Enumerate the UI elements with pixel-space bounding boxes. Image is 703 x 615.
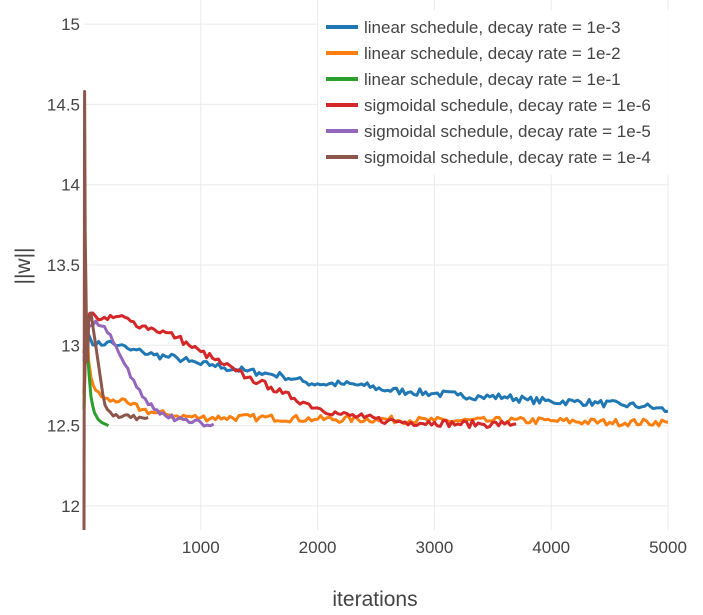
- x-tick-label: 5000: [649, 538, 687, 557]
- y-tick-label: 13.5: [47, 256, 80, 275]
- x-tick-label: 1000: [182, 538, 220, 557]
- legend-background: [318, 10, 670, 175]
- series-line-1: [82, 311, 669, 428]
- y-tick-label: 12: [61, 497, 80, 516]
- y-tick-label: 13: [61, 336, 80, 355]
- legend-label: sigmoidal schedule, decay rate = 1e-4: [364, 148, 651, 167]
- legend-item[interactable]: linear schedule, decay rate = 1e-3: [326, 18, 621, 37]
- series-line-5: [82, 90, 149, 531]
- series-line-3: [82, 311, 517, 429]
- y-tick-label: 15: [61, 15, 80, 34]
- legend-label: sigmoidal schedule, decay rate = 1e-6: [364, 96, 651, 115]
- x-tick-label: 4000: [532, 538, 570, 557]
- legend-item[interactable]: linear schedule, decay rate = 1e-2: [326, 44, 621, 63]
- legend-label: linear schedule, decay rate = 1e-1: [364, 70, 621, 89]
- legend-label: linear schedule, decay rate = 1e-2: [364, 44, 621, 63]
- y-tick-label: 12.5: [47, 417, 80, 436]
- y-axis-ticks: 12 12.5 13 13.5 14 14.5 15: [47, 15, 80, 516]
- legend-item[interactable]: linear schedule, decay rate = 1e-1: [326, 70, 621, 89]
- legend[interactable]: linear schedule, decay rate = 1e-3 linear…: [318, 10, 670, 175]
- legend-item[interactable]: sigmoidal schedule, decay rate = 1e-5: [326, 122, 651, 141]
- series-line-4: [82, 319, 215, 428]
- y-tick-label: 14.5: [47, 95, 80, 114]
- x-axis-title: iterations: [332, 588, 417, 611]
- x-tick-label: 3000: [415, 538, 453, 557]
- series-line-0: [82, 327, 669, 413]
- series-lines: [82, 90, 669, 531]
- y-tick-label: 14: [61, 176, 80, 195]
- y-axis-title: ||w||: [12, 248, 35, 285]
- legend-item[interactable]: sigmoidal schedule, decay rate = 1e-6: [326, 96, 651, 115]
- x-tick-label: 2000: [299, 538, 337, 557]
- legend-label: linear schedule, decay rate = 1e-3: [364, 18, 621, 37]
- legend-label: sigmoidal schedule, decay rate = 1e-5: [364, 122, 651, 141]
- legend-item[interactable]: sigmoidal schedule, decay rate = 1e-4: [326, 148, 651, 167]
- x-axis-ticks: 1000 2000 3000 4000 5000: [182, 538, 687, 557]
